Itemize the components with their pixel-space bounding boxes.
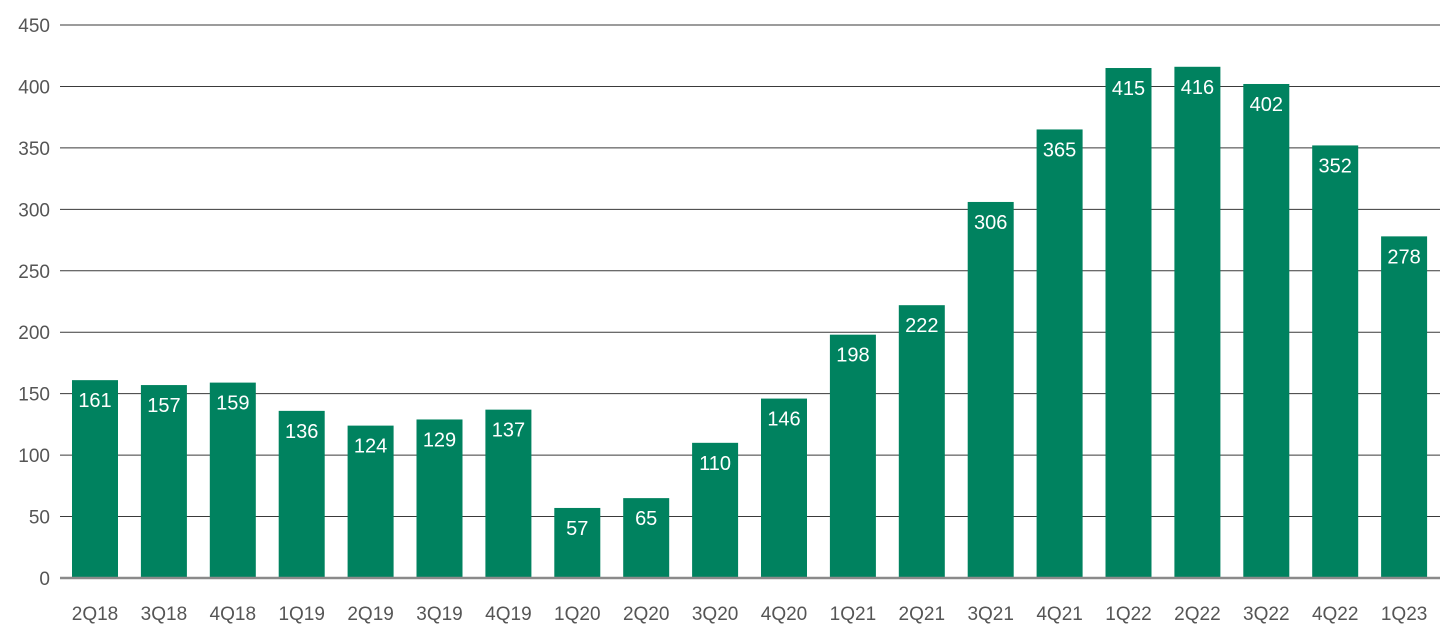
bar [967, 201, 1014, 578]
x-tick-label: 4Q21 [1036, 604, 1082, 625]
y-tick-label: 50 [29, 508, 50, 529]
y-tick-label: 150 [18, 385, 50, 406]
y-tick-label: 250 [18, 262, 50, 283]
bar-value-label: 159 [216, 393, 249, 415]
bar-value-label: 416 [1181, 77, 1214, 99]
x-tick-label: 3Q22 [1243, 604, 1289, 625]
bar-value-label: 124 [354, 436, 387, 458]
x-tick-label: 2Q19 [347, 604, 393, 625]
gridlines [60, 24, 1440, 518]
bar-value-label: 65 [635, 508, 657, 530]
x-tick-label: 4Q22 [1312, 604, 1358, 625]
bar-value-label: 365 [1043, 139, 1076, 161]
bar [485, 409, 532, 578]
bar [1036, 129, 1083, 578]
bar-value-label: 415 [1112, 78, 1145, 100]
bar-value-label: 402 [1250, 94, 1283, 116]
bar [278, 410, 325, 578]
bar [347, 425, 394, 578]
bar-labels: 161 157 159 136 124 129 137 57 65 110 146 198 222 306… [78, 77, 1420, 540]
x-tick-label: 3Q20 [692, 604, 738, 625]
bar [761, 398, 807, 578]
x-tick-label: 1Q20 [554, 604, 600, 625]
bar-value-label: 137 [492, 420, 525, 442]
x-tick-label: 2Q22 [1174, 604, 1220, 625]
y-axis-ticks: 0 50 100 150 200 250 300 350 400 450 [18, 16, 50, 590]
bar-value-label: 278 [1387, 246, 1420, 268]
bar [1312, 145, 1359, 579]
y-tick-label: 100 [18, 446, 50, 467]
bar-value-label: 198 [836, 345, 869, 367]
x-tick-label: 1Q22 [1105, 604, 1151, 625]
y-tick-label: 350 [18, 139, 50, 160]
bar [209, 382, 256, 578]
x-tick-label: 3Q19 [416, 604, 462, 625]
bar [1174, 66, 1221, 578]
x-tick-label: 1Q23 [1381, 604, 1427, 625]
bar [416, 419, 463, 578]
bar-value-label: 136 [285, 421, 318, 443]
x-tick-label: 2Q21 [899, 604, 945, 625]
bar [72, 380, 118, 578]
bar-value-label: 110 [699, 453, 731, 475]
x-tick-label: 2Q20 [623, 604, 669, 625]
y-tick-label: 400 [18, 77, 50, 98]
bars [72, 66, 1428, 579]
y-tick-label: 450 [18, 16, 50, 37]
bar [692, 442, 739, 578]
y-tick-label: 0 [39, 569, 50, 590]
x-tick-label: 3Q18 [141, 604, 187, 625]
bar [1105, 68, 1152, 578]
bar [1381, 236, 1428, 578]
x-tick-label: 3Q21 [967, 604, 1013, 625]
bar [1243, 83, 1290, 578]
x-axis-ticks: 2Q18 3Q18 4Q18 1Q19 2Q19 3Q19 4Q19 1Q20 2Q20 3Q20… [72, 604, 1428, 625]
bar-value-label: 306 [974, 212, 1007, 234]
x-tick-label: 1Q21 [830, 604, 876, 625]
bar-value-label: 57 [566, 518, 588, 540]
bar-value-label: 352 [1319, 155, 1352, 177]
x-tick-label: 4Q18 [210, 604, 256, 625]
bar-value-label: 157 [147, 395, 180, 417]
bar-value-label: 146 [767, 409, 800, 431]
y-tick-label: 200 [18, 323, 50, 344]
x-tick-label: 1Q19 [278, 604, 324, 625]
bar-value-label: 222 [905, 315, 938, 337]
y-tick-label: 300 [18, 200, 50, 221]
bar [898, 305, 945, 578]
bar [829, 334, 876, 578]
x-tick-label: 2Q18 [72, 604, 118, 625]
bar-value-label: 129 [423, 429, 456, 451]
bar-value-label: 161 [78, 390, 111, 412]
bar [140, 385, 187, 578]
x-tick-label: 4Q20 [761, 604, 807, 625]
bar [554, 507, 601, 578]
bar [623, 498, 670, 578]
x-tick-label: 4Q19 [485, 604, 531, 625]
